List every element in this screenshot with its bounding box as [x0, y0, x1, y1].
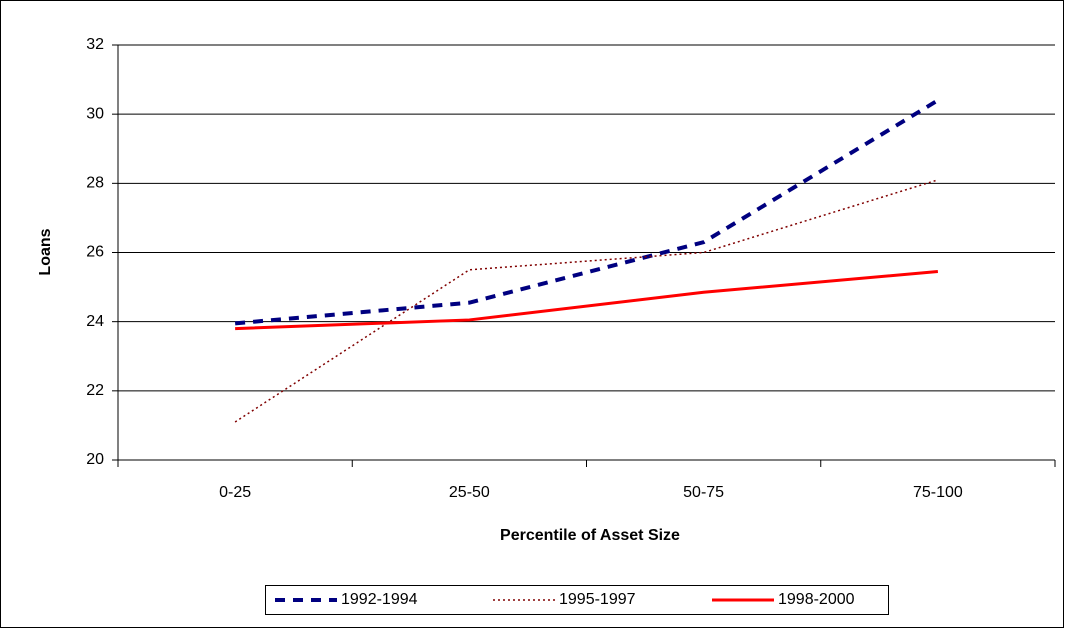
legend-label: 1998-2000	[778, 591, 855, 608]
y-tick-label: 32	[86, 36, 104, 53]
series-line	[234, 98, 939, 326]
series-line	[234, 179, 939, 423]
y-tick-label: 26	[86, 244, 104, 261]
y-tick-label: 22	[86, 382, 104, 399]
x-tick-label: 75-100	[913, 484, 963, 501]
y-tick-label: 20	[86, 451, 104, 468]
x-tick-label: 0-25	[219, 484, 251, 501]
y-tick-label: 24	[86, 313, 104, 330]
x-axis-label: Percentile of Asset Size	[500, 527, 680, 544]
y-tick-label: 28	[86, 175, 104, 192]
legend-box	[265, 585, 889, 615]
y-tick-label: 30	[86, 105, 104, 122]
legend-label: 1995-1997	[559, 591, 636, 608]
x-tick-label: 25-50	[449, 484, 490, 501]
x-tick-label: 50-75	[683, 484, 724, 501]
series-line	[235, 270, 939, 331]
y-axis-label: Loans	[37, 228, 54, 275]
legend-label: 1992-1994	[341, 591, 418, 608]
